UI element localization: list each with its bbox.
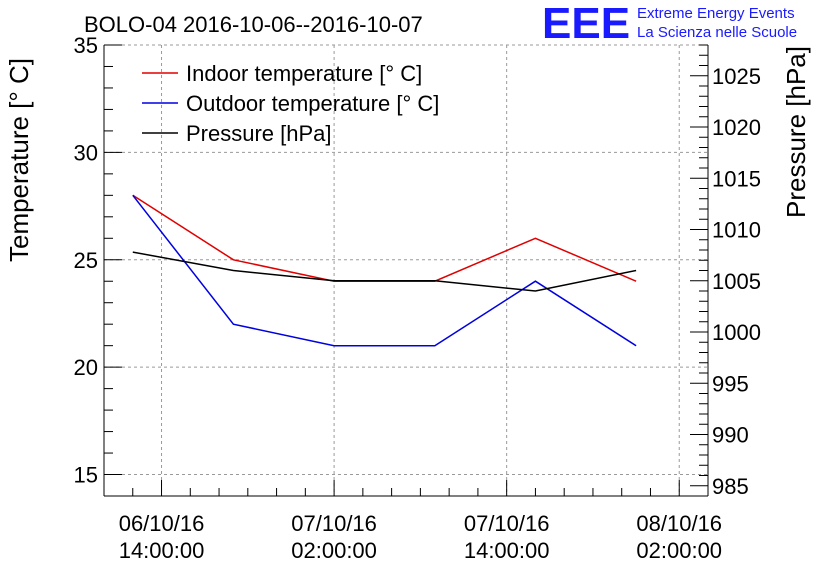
y-left-tick-label: 20 (74, 355, 98, 380)
y-right-label: Pressure [hPa] (781, 46, 811, 218)
y-right-tick-label: 990 (712, 423, 749, 448)
series-line-2 (132, 194, 637, 347)
x-tick-label-time: 14:00:00 (464, 538, 550, 563)
x-tick-label-date: 07/10/16 (291, 511, 377, 536)
labels-layer: 15 20 25 30 35 985 990 995 1000 1005 1010 1015 1020 1… (74, 33, 761, 563)
x-tick-label-time: 02:00:00 (636, 538, 722, 563)
x-tick-label-date: 08/10/16 (636, 511, 722, 536)
grid-layer (104, 44, 708, 496)
axes-layer (103, 44, 709, 497)
x-tick-label-date: 07/10/16 (464, 511, 550, 536)
x-tick-label-time: 14:00:00 (119, 538, 205, 563)
legend-label: Outdoor temperature [° C] (186, 91, 439, 116)
logo: EEE Extreme Energy Events La Scienza nel… (542, 0, 797, 48)
y-right-tick-label: 1015 (712, 166, 761, 191)
y-left-label: Temperature [° C] (4, 58, 34, 262)
series-layer (132, 194, 637, 347)
logo-mark: EEE (542, 0, 630, 48)
y-left-tick-label: 25 (74, 248, 98, 273)
y-right-tick-label: 1010 (712, 218, 761, 243)
y-left-tick-label: 35 (74, 33, 98, 58)
logo-line1: Extreme Energy Events (637, 5, 795, 22)
legend-label: Indoor temperature [° C] (186, 61, 422, 86)
y-right-tick-label: 1005 (712, 269, 761, 294)
x-tick-label-date: 06/10/16 (119, 511, 205, 536)
chart-title: BOLO-04 2016-10-06--2016-10-07 (84, 12, 423, 37)
y-right-tick-label: 1000 (712, 320, 761, 345)
series-line-3 (132, 251, 637, 292)
series-line-1 (132, 194, 637, 282)
y-left-tick-label: 30 (74, 140, 98, 165)
y-right-tick-label: 985 (712, 474, 749, 499)
x-tick-label-time: 02:00:00 (291, 538, 377, 563)
y-right-tick-label: 1025 (712, 64, 761, 89)
y-left-tick-label: 15 (74, 463, 98, 488)
y-right-tick-label: 1020 (712, 115, 761, 140)
logo-line2: La Scienza nelle Scuole (637, 24, 797, 41)
legend: Indoor temperature [° C] Outdoor temperat… (142, 61, 439, 146)
legend-label: Pressure [hPa] (186, 121, 332, 146)
y-right-tick-label: 995 (712, 371, 749, 396)
